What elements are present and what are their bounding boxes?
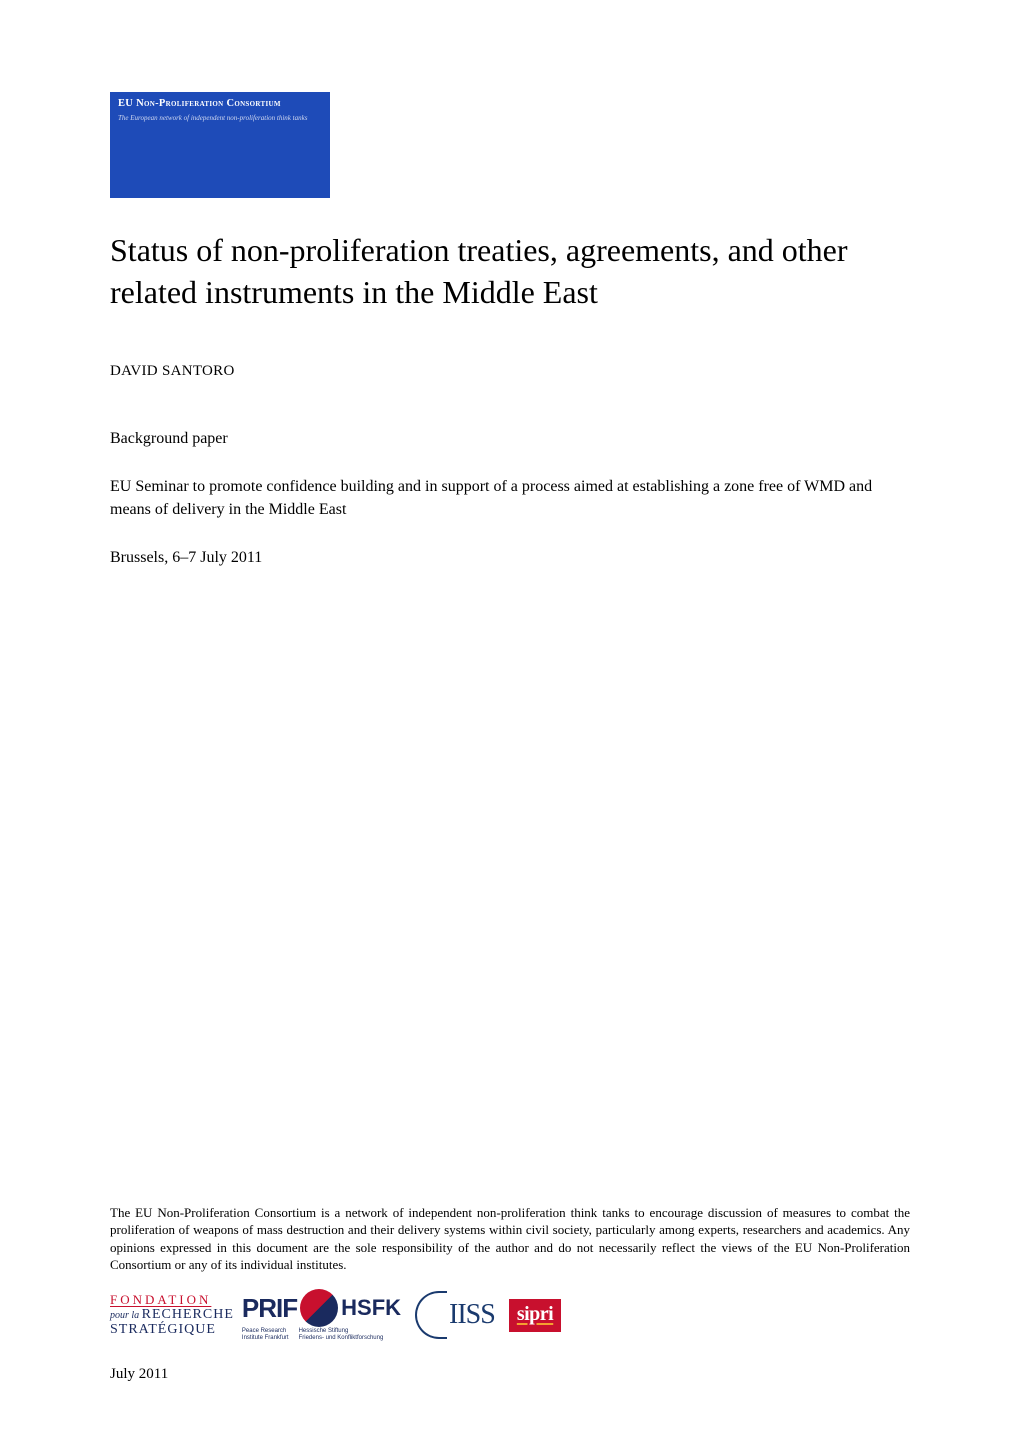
disclaimer-text: The EU Non-Proliferation Consortium is a…	[110, 1204, 910, 1274]
sipri-logo: sipri	[509, 1299, 561, 1332]
author-name: DAVID SANTORO	[110, 363, 910, 380]
hsfk-logo: HSFK	[341, 1297, 401, 1319]
frs-logo-line2: pour la RECHERCHE	[110, 1308, 234, 1322]
document-title: Status of non-proliferation treaties, ag…	[110, 230, 910, 313]
hsfk-sub-col: Hessische Stiftung Friedens- und Konflik…	[299, 1327, 384, 1341]
hsfk-text: HSFK	[341, 1297, 401, 1319]
prif-text: PRIF	[242, 1293, 297, 1324]
prif-sub1: Peace Research	[242, 1328, 289, 1334]
frs-prefix: pour la	[110, 1310, 142, 1321]
prif-sub-col: Peace Research Institute Frankfurt	[242, 1327, 289, 1341]
iiss-arc-icon	[415, 1291, 447, 1339]
frs-logo: FONDATION pour la RECHERCHE STRATÉGIQUE	[110, 1293, 234, 1337]
partner-logos-row: FONDATION pour la RECHERCHE STRATÉGIQUE …	[110, 1286, 910, 1344]
content-spacer	[110, 595, 910, 1204]
page-container: EU Non-Proliferation Consortium The Euro…	[0, 0, 1020, 1443]
iiss-logo: IISS	[415, 1291, 495, 1339]
location-date: Brussels, 6–7 July 2011	[110, 549, 910, 567]
iiss-text: IISS	[449, 1299, 495, 1331]
frs-logo-line3: STRATÉGIQUE	[110, 1323, 234, 1337]
consortium-header-box: EU Non-Proliferation Consortium The Euro…	[110, 92, 330, 198]
prif-hsfk-logo-group: PRIF HSFK Peace Research Institute Frank…	[242, 1289, 401, 1341]
seminar-description: EU Seminar to promote confidence buildin…	[110, 476, 910, 521]
prif-logo: PRIF	[242, 1293, 297, 1324]
consortium-title: EU Non-Proliferation Consortium	[118, 98, 322, 111]
frs-recherche: RECHERCHE	[142, 1307, 234, 1322]
prif-hsfk-subtitles: Peace Research Institute Frankfurt Hessi…	[242, 1327, 401, 1341]
prif-hsfk-top-row: PRIF HSFK	[242, 1289, 401, 1327]
frs-logo-line1: FONDATION	[110, 1293, 234, 1306]
hsfk-sub2: Friedens- und Konfliktforschung	[299, 1335, 384, 1341]
prif-sub2: Institute Frankfurt	[242, 1335, 289, 1341]
consortium-subtitle: The European network of independent non-…	[118, 114, 322, 122]
hsfk-sub1: Hessische Stiftung	[299, 1328, 384, 1334]
prif-circle-icon	[300, 1289, 338, 1327]
sipri-text: sipri	[517, 1303, 553, 1325]
publication-date: July 2011	[110, 1366, 910, 1383]
paper-type: Background paper	[110, 430, 910, 448]
